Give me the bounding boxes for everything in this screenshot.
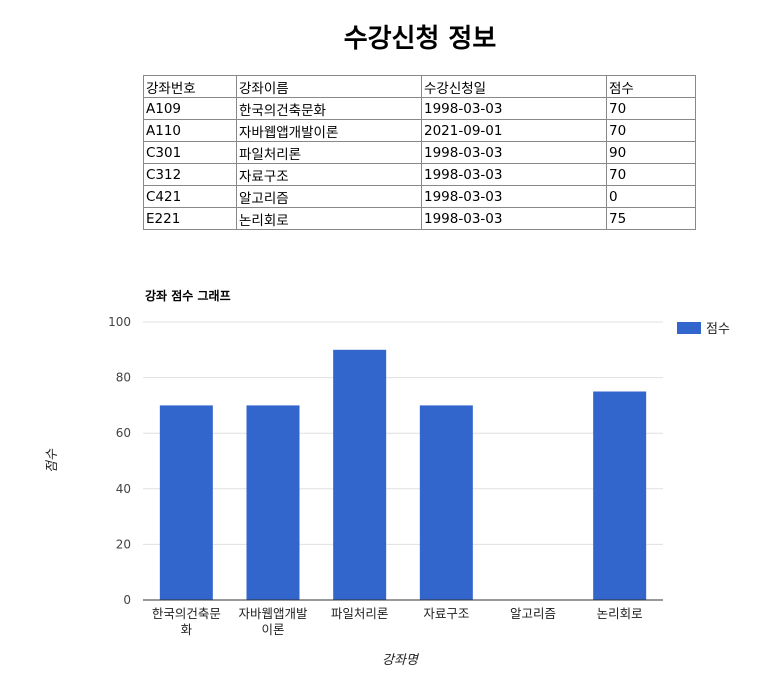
cell-course-name: 한국의건축문화 — [236, 97, 422, 120]
chart-bars — [159, 349, 647, 600]
x-tick-label: 한국의건축문 — [152, 606, 221, 621]
x-tick-label: 화 — [181, 622, 193, 637]
y-tick-label: 20 — [116, 537, 131, 551]
cell-course-name: 자료구조 — [236, 163, 422, 186]
course-table: 강좌번호 강좌이름 수강신청일 점수 A109 한국의건축문화 1998-03-… — [143, 75, 696, 230]
x-axis-ticks: 한국의건축문화 자바웹앱개발이론 파일처리론 자료구조 알고리즘 논리회로 — [152, 606, 643, 637]
column-header-enroll-date: 수강신청일 — [421, 75, 607, 98]
table-row: C421 알고리즘 1998-03-03 0 — [143, 185, 696, 208]
table-row: C312 자료구조 1998-03-03 70 — [143, 163, 696, 186]
cell-course-name: 알고리즘 — [236, 185, 422, 208]
bar — [333, 349, 387, 600]
bar — [159, 405, 213, 600]
table-row: E221 논리회로 1998-03-03 75 — [143, 207, 696, 230]
cell-course-name: 자바웹앱개발이론 — [236, 119, 422, 142]
cell-enroll-date: 1998-03-03 — [421, 163, 607, 186]
cell-enroll-date: 2021-09-01 — [421, 119, 607, 142]
cell-course-id: A110 — [143, 119, 237, 142]
column-header-course-name: 강좌이름 — [236, 75, 422, 98]
legend-swatch — [677, 322, 701, 334]
bar — [419, 405, 473, 600]
cell-enroll-date: 1998-03-03 — [421, 97, 607, 120]
y-axis-label: 점수 — [45, 448, 60, 473]
cell-score: 70 — [606, 163, 696, 186]
x-tick-label: 자료구조 — [423, 606, 469, 621]
cell-course-name: 논리회로 — [236, 207, 422, 230]
y-tick-label: 0 — [123, 593, 131, 607]
table-row: A109 한국의건축문화 1998-03-03 70 — [143, 97, 696, 120]
bar — [593, 391, 647, 600]
x-tick-label: 자바웹앱개발 — [238, 606, 308, 621]
y-tick-label: 80 — [116, 371, 131, 385]
cell-score: 90 — [606, 141, 696, 164]
legend-label: 점수 — [706, 322, 730, 337]
chart-gridlines — [143, 321, 663, 545]
column-header-score: 점수 — [606, 75, 696, 98]
cell-score: 75 — [606, 207, 696, 230]
x-axis-label: 강좌명 — [382, 653, 420, 668]
cell-enroll-date: 1998-03-03 — [421, 207, 607, 230]
cell-course-id: A109 — [143, 97, 237, 120]
cell-enroll-date: 1998-03-03 — [421, 185, 607, 208]
table-row: A110 자바웹앱개발이론 2021-09-01 70 — [143, 119, 696, 142]
cell-course-name: 파일처리론 — [236, 141, 422, 164]
y-tick-label: 60 — [116, 426, 131, 440]
page-title: 수강신청 정보 — [343, 24, 497, 54]
chart-title: 강좌 점수 그래프 — [145, 288, 231, 303]
cell-course-id: C312 — [143, 163, 237, 186]
x-tick-label: 파일처리론 — [331, 606, 389, 621]
table-row: C301 파일처리론 1998-03-03 90 — [143, 141, 696, 164]
x-tick-label: 이론 — [261, 622, 284, 637]
x-tick-label: 논리회로 — [597, 606, 643, 621]
cell-score: 0 — [606, 185, 696, 208]
cell-course-id: E221 — [143, 207, 237, 230]
bar — [246, 405, 300, 600]
score-bar-chart: 강좌 점수 그래프 0 20 40 60 80 100 한국의건축문화 자바웹앱개발이론 파일… — [45, 288, 730, 668]
cell-score: 70 — [606, 97, 696, 120]
x-tick-label: 알고리즘 — [510, 606, 556, 621]
column-header-course-id: 강좌번호 — [143, 75, 237, 98]
chart-legend: 점수 — [677, 322, 730, 337]
cell-course-id: C301 — [143, 141, 237, 164]
cell-score: 70 — [606, 119, 696, 142]
cell-enroll-date: 1998-03-03 — [421, 141, 607, 164]
table-header-row: 강좌번호 강좌이름 수강신청일 점수 — [143, 75, 696, 98]
y-tick-label: 100 — [108, 315, 131, 329]
cell-course-id: C421 — [143, 185, 237, 208]
y-tick-label: 40 — [116, 482, 131, 496]
y-axis-ticks: 0 20 40 60 80 100 — [108, 315, 131, 607]
